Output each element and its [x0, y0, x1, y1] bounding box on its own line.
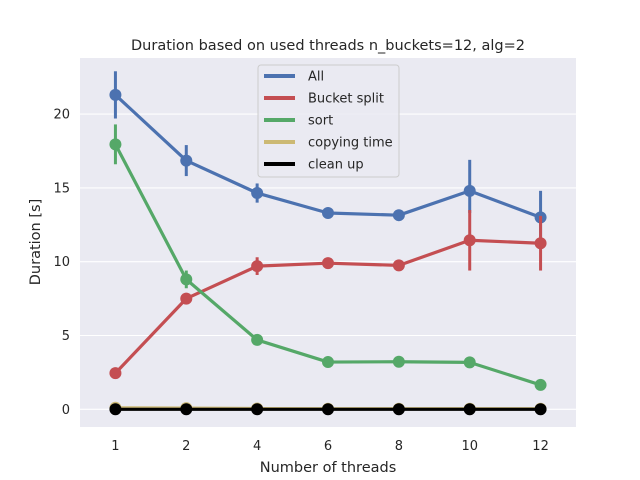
x-tick-label: 6: [324, 439, 332, 454]
legend-label: All: [308, 70, 324, 85]
x-tick-label: 12: [532, 439, 549, 454]
series-layer: [109, 71, 547, 416]
data-point: [251, 260, 264, 273]
series-2: [109, 124, 547, 391]
data-point: [322, 356, 334, 369]
data-point: [463, 184, 476, 197]
y-tick-label: 15: [53, 181, 70, 196]
data-point: [463, 356, 476, 369]
x-tick-label: 2: [182, 439, 190, 454]
data-point: [251, 403, 264, 416]
data-point: [180, 273, 193, 286]
data-point: [180, 154, 193, 167]
data-point: [463, 403, 476, 416]
x-tick-label: 4: [253, 439, 261, 454]
data-point: [534, 403, 547, 416]
data-point: [392, 259, 405, 272]
y-tick-label: 0: [62, 403, 70, 418]
legend-entry: clean up: [264, 158, 364, 173]
data-point: [109, 138, 122, 151]
series-4: [109, 403, 547, 416]
x-axis-title: Number of threads: [260, 460, 397, 476]
legend-entry: copying time: [264, 136, 393, 151]
legend: All Bucket split sort copying time clean up: [257, 64, 400, 178]
data-point: [534, 237, 547, 250]
data-point: [322, 257, 334, 270]
data-point: [322, 206, 334, 219]
data-point: [180, 292, 193, 305]
data-point: [251, 187, 264, 200]
data-point: [251, 333, 264, 346]
x-tick-label: 1: [111, 439, 119, 454]
legend-entry: Bucket split: [264, 92, 384, 107]
legend-label: clean up: [308, 158, 364, 173]
y-tick-label: 10: [53, 255, 70, 270]
chart-title: Duration based on used threads n_buckets…: [131, 38, 525, 54]
data-point: [109, 88, 122, 101]
data-point: [534, 378, 547, 391]
x-tick-label: 8: [395, 439, 403, 454]
data-point: [392, 355, 405, 368]
legend-entry: All: [264, 70, 324, 85]
y-tick-label: 20: [53, 108, 70, 123]
data-point: [322, 403, 334, 416]
legend-label: copying time: [308, 136, 393, 151]
data-point: [463, 234, 476, 247]
data-point: [180, 403, 193, 416]
data-point: [392, 209, 405, 222]
legend-label: sort: [308, 114, 333, 129]
x-tick-label: 10: [461, 439, 478, 454]
data-point: [109, 403, 122, 416]
data-point: [109, 367, 122, 380]
y-tick-label: 5: [62, 329, 70, 344]
legend-frame: [257, 64, 400, 178]
legend-label: Bucket split: [308, 92, 384, 107]
data-point: [392, 403, 405, 416]
series-1: [109, 210, 547, 380]
legend-entry: sort: [264, 114, 333, 129]
y-axis-title: Duration [s]: [28, 199, 44, 285]
